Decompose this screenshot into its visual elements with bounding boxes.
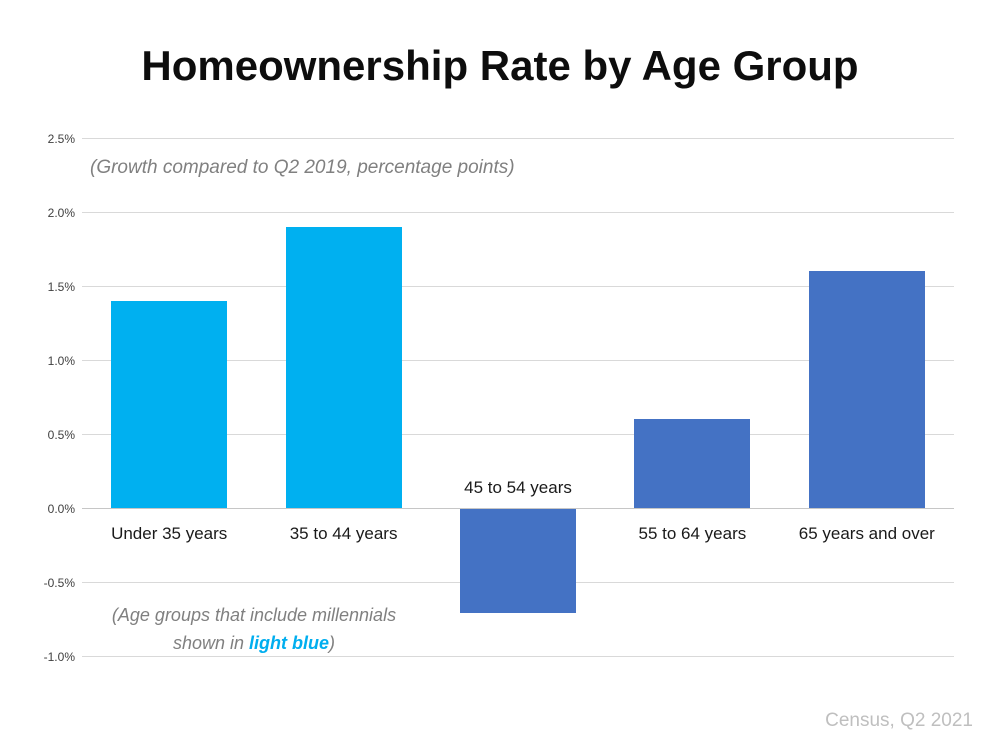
annotation-line1: (Age groups that include millennials [111, 605, 397, 625]
bar-65-years-and-over [808, 271, 925, 508]
gridline-0.0% [82, 508, 954, 509]
chart-title: Homeownership Rate by Age Group [141, 42, 859, 89]
bar-45-to-54-years [460, 509, 576, 613]
bar-under-35-years [111, 300, 228, 508]
gridline-1.0% [82, 360, 954, 361]
bar-55-to-64-years [634, 419, 751, 508]
millennials-annotation: (Age groups that include millennials sho… [98, 602, 410, 658]
ytick-label-1.5%: 1.5% [47, 279, 75, 294]
ytick-label-2.0%: 2.0% [47, 205, 75, 220]
source-credit: Census, Q2 2021 [825, 710, 973, 731]
ytick-label--0.5%: -0.5% [43, 575, 75, 590]
gridline-2.5% [82, 138, 954, 139]
gridline-0.5% [82, 434, 954, 435]
annotation-highlight-light-blue: light blue [249, 632, 330, 653]
annotation-line2-prefix: shown in [172, 632, 250, 653]
category-label-45-to-54-years: 45 to 54 years [464, 478, 572, 497]
ytick-label-0.0%: 0.0% [47, 501, 75, 516]
category-label-under-35-years: Under 35 years [111, 524, 228, 543]
annotation-line2-suffix: ) [329, 632, 336, 653]
ytick-label--1.0%: -1.0% [43, 649, 75, 664]
category-label-65-years-and-over: 65 years and over [798, 524, 935, 543]
category-label-55-to-64-years: 55 to 64 years [638, 524, 747, 543]
chart-subtitle: (Growth compared to Q2 2019, percentage … [90, 157, 515, 178]
bar-35-to-44-years [285, 226, 402, 508]
gridline--1.0% [82, 656, 954, 657]
ytick-label-1.0%: 1.0% [47, 353, 75, 368]
gridline-1.5% [82, 286, 954, 287]
gridline-2.0% [82, 212, 954, 213]
ytick-label-0.5%: 0.5% [47, 427, 75, 442]
category-label-35-to-44-years: 35 to 44 years [289, 524, 398, 543]
ytick-label-2.5%: 2.5% [47, 131, 75, 146]
